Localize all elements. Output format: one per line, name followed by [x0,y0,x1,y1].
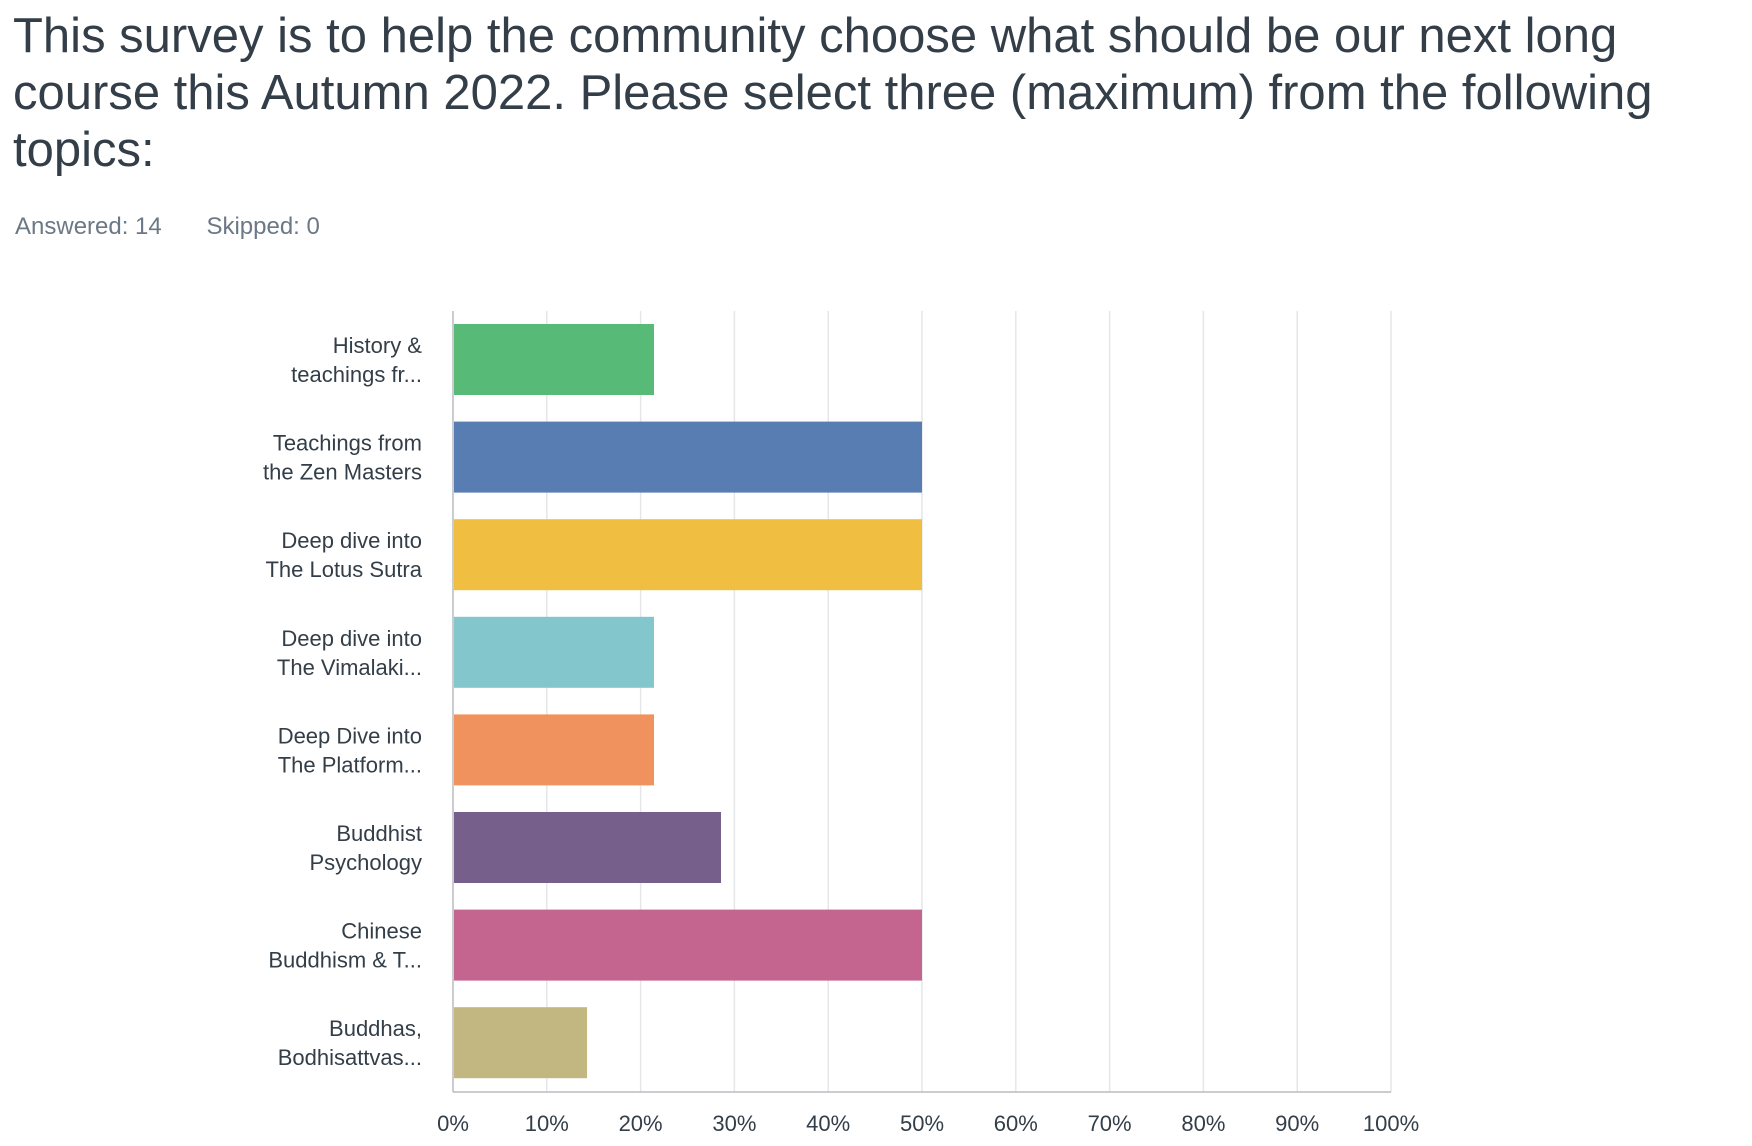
x-tick-label: 10% [525,1111,569,1136]
bar[interactable] [454,421,922,493]
axes [452,311,1391,1093]
x-tick-label: 90% [1275,1111,1319,1136]
x-tick-label: 70% [1088,1111,1132,1136]
x-tick-label: 30% [712,1111,756,1136]
category-label: Teachings from the Zen Masters [263,431,422,485]
bar[interactable] [454,616,655,688]
category-label: Chinese Buddhism & T... [268,919,422,973]
bar[interactable] [454,1007,588,1079]
bar[interactable] [454,909,922,981]
tick-labels: 0% 10% 20% 30% 40% 50% 60% 70% 80% 90% 100% [437,1111,1419,1136]
bars [454,324,922,1079]
category-labels: History & teachings fr... Teachings from th… [263,333,423,1070]
category-label: Deep Dive into The Platform... [278,723,422,777]
bar[interactable] [454,324,655,395]
response-stats: Answered: 14 Skipped: 0 [15,213,358,241]
x-tick-label: 50% [900,1111,944,1136]
question-title: This survey is to help the community cho… [13,9,1653,177]
answered-count: Answered: 14 [15,213,162,240]
x-tick-label: 40% [806,1111,850,1136]
x-tick-label: 20% [619,1111,663,1136]
category-label: Buddhas, Bodhisattvas... [278,1016,422,1070]
bar[interactable] [454,714,655,786]
bar[interactable] [454,812,721,883]
x-tick-label: 60% [994,1111,1038,1136]
x-tick-label: 100% [1363,1111,1419,1136]
bar[interactable] [454,519,922,591]
x-tick-label: 80% [1181,1111,1225,1136]
skipped-count: Skipped: 0 [206,213,320,240]
category-label: Deep dive into The Vimalaki... [277,626,422,680]
category-label: Buddhist Psychology [309,821,422,875]
category-label: History & teachings fr... [291,333,422,387]
x-tick-label: 0% [437,1111,469,1136]
category-label: Deep dive into The Lotus Sutra [265,528,422,582]
